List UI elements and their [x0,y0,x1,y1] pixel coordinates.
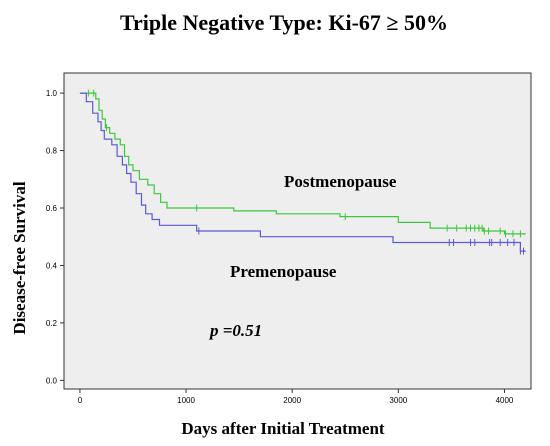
series-line-premenopause [79,92,526,252]
y-tick-label: 0.4 [46,261,58,270]
annotation-p-value: p =0.51 [208,321,262,340]
chart-title: Triple Negative Type: Ki-67 ≥ 50% [120,10,448,35]
plot-area [63,72,532,390]
annotation-postmenopause: Postmenopause [284,172,397,191]
y-axis-label: Disease-free Survival [10,181,29,334]
y-tick-label: 0.0 [46,376,58,385]
y-tick-label: 0.6 [46,204,58,213]
x-tick-label: 3000 [389,396,407,405]
x-tick-label: 0 [78,396,83,405]
x-tick-label: 1000 [177,396,195,405]
x-tick-label: 4000 [496,396,514,405]
x-axis: 0 1000 2000 3000 4000 [78,389,514,405]
y-tick-label: 1.0 [46,89,58,98]
x-axis-label: Days after Initial Treatment [181,419,385,438]
y-axis: 0.0 0.2 0.4 0.6 0.8 1.0 [46,89,64,385]
x-tick-label: 2000 [283,396,301,405]
series-layer [79,89,526,255]
y-tick-label: 0.8 [46,147,58,156]
y-tick-label: 0.2 [46,319,58,328]
annotation-premenopause: Premenopause [230,262,337,281]
series-line-postmenopause [79,92,526,235]
